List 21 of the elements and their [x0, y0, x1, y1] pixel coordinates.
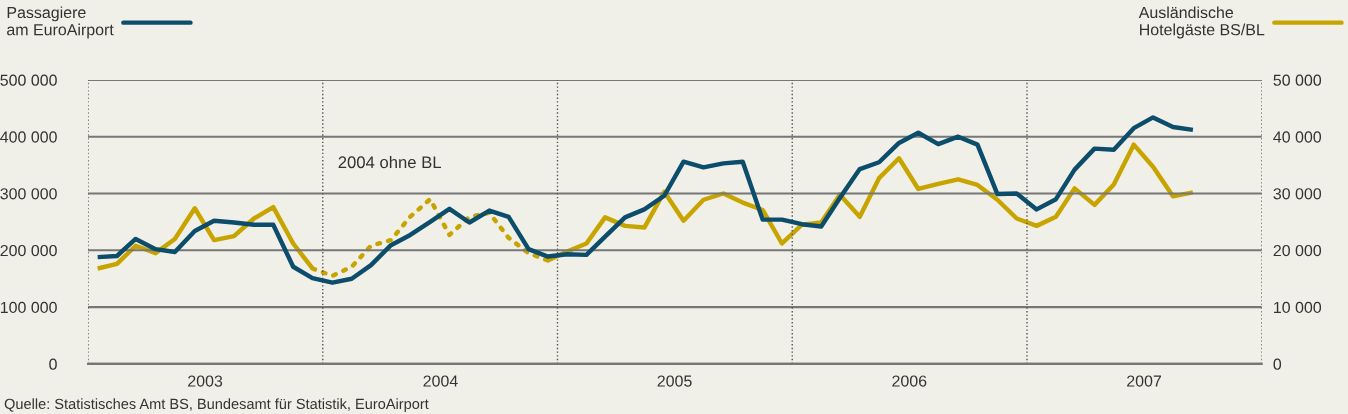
y2-tick-label: 0 — [1273, 358, 1282, 370]
x-tick-label: 2006 — [892, 375, 927, 387]
x-tick-label: 2007 — [1127, 375, 1161, 387]
y-tick-label: 400 000 — [0, 131, 57, 143]
y-tick-label: 300 000 — [0, 188, 57, 200]
y2-tick-label: 20 000 — [1273, 244, 1322, 257]
x-tick-label: 2005 — [657, 375, 692, 387]
y2-tick-label: 30 000 — [1273, 188, 1322, 200]
y-tick-label: 500 000 — [0, 74, 57, 86]
x-tick-label: 2004 — [423, 375, 458, 387]
x-tick-label: 2003 — [188, 375, 223, 387]
y-tick-label: 100 000 — [0, 301, 57, 314]
y2-tick-label: 40 000 — [1273, 131, 1322, 143]
annotation: 2004 ohne BL — [338, 155, 442, 169]
y-tick-label: 0 — [49, 358, 57, 370]
legend-label: Passagiere am EuroAirport — [7, 6, 114, 39]
source-note: Quelle: Statistisches Amt BS, Bundesamt für Statistik, EuroAirport — [4, 398, 429, 412]
y2-tick-label: 50 000 — [1273, 74, 1322, 86]
legend-label: Ausländische Hotelgäste BS/BL — [1138, 6, 1265, 39]
y2-tick-label: 10 000 — [1274, 301, 1322, 314]
y-tick-label: 200 000 — [0, 244, 57, 257]
